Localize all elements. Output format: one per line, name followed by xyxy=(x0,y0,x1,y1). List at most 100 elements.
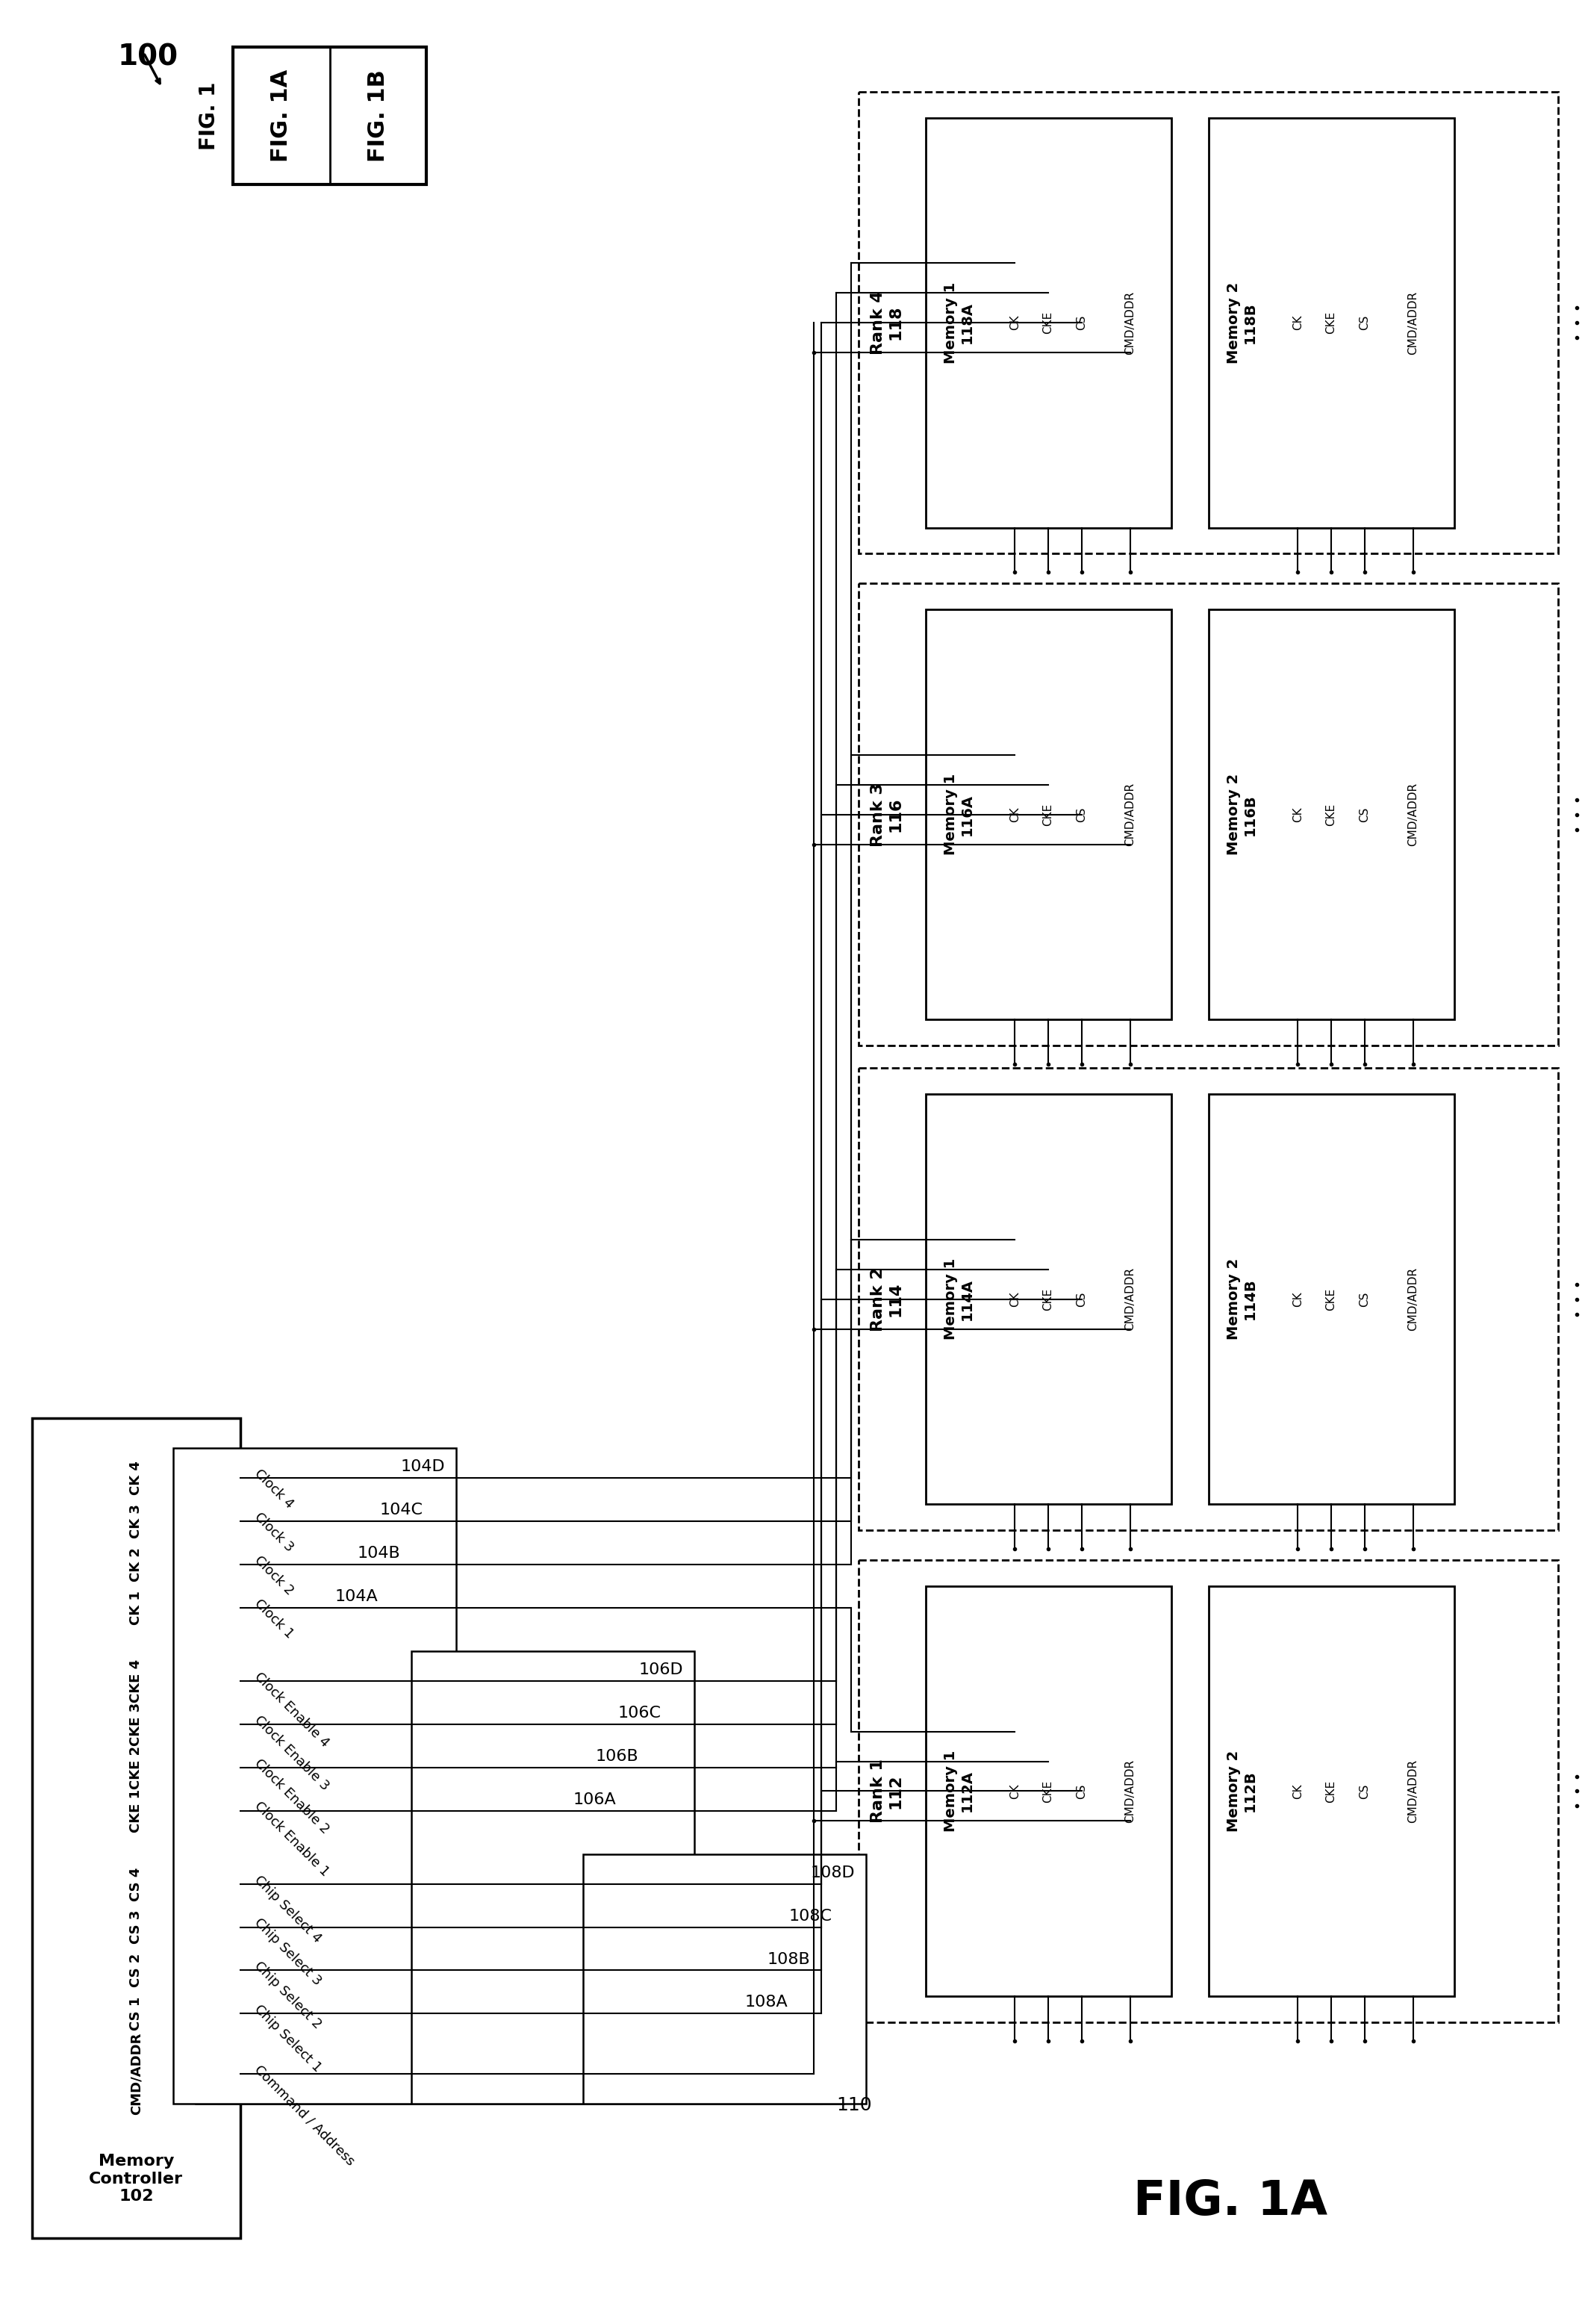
Text: Rank 3
116: Rank 3 116 xyxy=(870,783,903,846)
Text: CKE: CKE xyxy=(1043,1287,1054,1311)
Text: 104B: 104B xyxy=(357,1545,401,1562)
Text: 108C: 108C xyxy=(789,1908,832,1924)
Text: Clock Enable 4: Clock Enable 4 xyxy=(252,1671,331,1750)
Text: CKE: CKE xyxy=(1043,804,1054,825)
Text: CK: CK xyxy=(1292,316,1303,330)
Bar xyxy=(859,1559,1558,2022)
Text: CKE: CKE xyxy=(1043,311,1054,335)
Text: Memory 1
112A: Memory 1 112A xyxy=(943,1750,975,1831)
Text: Clock Enable 2: Clock Enable 2 xyxy=(252,1757,331,1836)
Bar xyxy=(195,1492,434,2103)
Bar xyxy=(650,1985,799,2103)
Text: CKE: CKE xyxy=(1325,804,1336,825)
Text: CK 3: CK 3 xyxy=(130,1504,143,1538)
Text: 104A: 104A xyxy=(334,1590,379,1604)
Text: CKE 4: CKE 4 xyxy=(130,1659,143,1703)
Text: CS: CS xyxy=(1360,1292,1371,1306)
Text: Clock 4: Clock 4 xyxy=(252,1466,296,1511)
Bar xyxy=(926,1095,1171,1504)
Text: CMD/ADDR: CMD/ADDR xyxy=(1125,783,1136,846)
Text: Clock 1: Clock 1 xyxy=(252,1597,296,1641)
Text: Clock 2: Clock 2 xyxy=(252,1552,296,1597)
Text: Chip Select 1: Chip Select 1 xyxy=(252,2003,323,2075)
Bar xyxy=(859,91,1558,553)
Text: CS: CS xyxy=(1360,316,1371,330)
Bar xyxy=(1208,609,1453,1020)
Bar xyxy=(219,1534,412,2103)
Text: CMD/ADDR: CMD/ADDR xyxy=(1407,1267,1419,1332)
Text: Memory 1
116A: Memory 1 116A xyxy=(943,774,975,855)
Text: CS 3: CS 3 xyxy=(130,1910,143,1945)
Text: Chip Select 4: Chip Select 4 xyxy=(252,1873,323,1945)
Text: CS: CS xyxy=(1076,316,1087,330)
Bar xyxy=(628,1941,821,2103)
Text: Memory 1
118A: Memory 1 118A xyxy=(943,281,975,363)
Bar xyxy=(412,1652,694,2103)
Bar xyxy=(241,1578,390,2103)
Text: FIG. 1A: FIG. 1A xyxy=(1133,2178,1328,2224)
Text: CS 4: CS 4 xyxy=(130,1866,143,1901)
Text: CMD/ADDR: CMD/ADDR xyxy=(1407,783,1419,846)
Text: Clock 3: Clock 3 xyxy=(252,1511,296,1555)
Text: CKE 2: CKE 2 xyxy=(130,1745,143,1789)
Text: Memory 2
118B: Memory 2 118B xyxy=(1227,281,1257,363)
Text: CS: CS xyxy=(1360,1783,1371,1799)
Text: CK: CK xyxy=(1292,806,1303,823)
Text: CS: CS xyxy=(1076,1783,1087,1799)
Text: Command / Address: Command / Address xyxy=(252,2064,357,2168)
Text: Chip Select 3: Chip Select 3 xyxy=(252,1915,323,1989)
Text: Clock Enable 3: Clock Enable 3 xyxy=(252,1713,331,1794)
Text: Memory 2
114B: Memory 2 114B xyxy=(1227,1257,1257,1341)
Text: Memory 2
112B: Memory 2 112B xyxy=(1227,1750,1257,1831)
Text: CMD/ADDR: CMD/ADDR xyxy=(130,2034,143,2115)
Text: Rank 2
114: Rank 2 114 xyxy=(870,1267,903,1332)
Text: CK: CK xyxy=(1010,1783,1021,1799)
Text: 108B: 108B xyxy=(767,1952,810,1966)
Bar xyxy=(1208,1095,1453,1504)
Text: CK: CK xyxy=(1010,316,1021,330)
Text: Clock Enable 1: Clock Enable 1 xyxy=(252,1799,331,1880)
Bar xyxy=(1208,1587,1453,1996)
Text: CK: CK xyxy=(1010,806,1021,823)
Bar xyxy=(926,119,1171,528)
Text: CKE: CKE xyxy=(1043,1780,1054,1803)
Text: CKE 1: CKE 1 xyxy=(130,1789,143,1831)
Bar xyxy=(1208,119,1453,528)
Bar xyxy=(926,1587,1171,1996)
Text: Rank 4
118: Rank 4 118 xyxy=(870,290,903,356)
Bar xyxy=(859,583,1558,1046)
Text: CS: CS xyxy=(1076,806,1087,823)
Text: FIG. 1: FIG. 1 xyxy=(198,81,219,149)
Text: 108D: 108D xyxy=(810,1866,854,1880)
Text: Rank 1
112: Rank 1 112 xyxy=(870,1759,903,1824)
Text: CKE: CKE xyxy=(1325,1287,1336,1311)
Text: 106B: 106B xyxy=(596,1748,639,1764)
Text: CMD/ADDR: CMD/ADDR xyxy=(1407,1759,1419,1822)
Text: CK 2: CK 2 xyxy=(130,1548,143,1583)
Text: CKE: CKE xyxy=(1325,1780,1336,1803)
Text: Memory 2
116B: Memory 2 116B xyxy=(1227,774,1257,855)
Text: FIG. 1A: FIG. 1A xyxy=(271,70,292,163)
Bar xyxy=(479,1780,628,2103)
Text: CK 1: CK 1 xyxy=(130,1590,143,1624)
Bar xyxy=(859,1069,1558,1529)
Text: CKE: CKE xyxy=(1325,311,1336,335)
Text: CS 2: CS 2 xyxy=(130,1954,143,1987)
Bar xyxy=(32,1418,241,2238)
Text: CMD/ADDR: CMD/ADDR xyxy=(1407,290,1419,353)
Text: CK: CK xyxy=(1292,1783,1303,1799)
Text: CMD/ADDR: CMD/ADDR xyxy=(1125,290,1136,353)
Text: CS 1: CS 1 xyxy=(130,1996,143,2031)
Text: CK: CK xyxy=(1292,1292,1303,1306)
Text: 104C: 104C xyxy=(379,1504,423,1518)
Bar xyxy=(583,1855,865,2103)
Text: 106C: 106C xyxy=(618,1706,661,1720)
Text: Memory
Controller
102: Memory Controller 102 xyxy=(89,2154,184,2203)
Bar xyxy=(233,46,426,184)
Text: 106A: 106A xyxy=(574,1792,617,1806)
Text: 110: 110 xyxy=(835,2096,872,2115)
Bar xyxy=(926,609,1171,1020)
Text: CS: CS xyxy=(1360,806,1371,823)
Bar xyxy=(605,1896,843,2103)
Text: 108A: 108A xyxy=(745,1994,788,2010)
